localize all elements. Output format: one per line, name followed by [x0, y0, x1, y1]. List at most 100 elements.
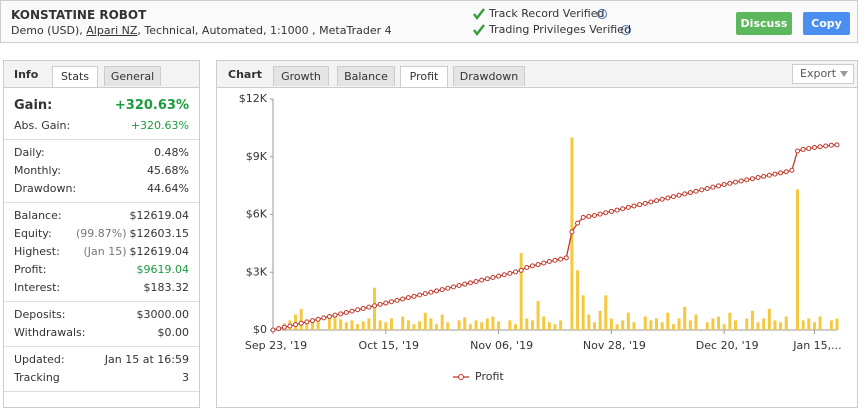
point [789, 167, 795, 173]
x-tick-label: Nov 28, '19 [583, 339, 646, 352]
stats-value: $12603.15 [129, 227, 190, 240]
x-tick-label: Dec 20, '19 [696, 339, 759, 352]
point [800, 146, 806, 152]
point [496, 273, 502, 279]
stats-row: Abs. Gain: +320.63% [14, 117, 189, 135]
point [642, 200, 648, 206]
y-tick-label: $0 [253, 323, 267, 336]
bar [457, 320, 461, 330]
point [287, 323, 293, 329]
point [372, 303, 378, 309]
stats-row: Tracking 3 [14, 369, 189, 387]
point [490, 274, 496, 280]
point [513, 269, 519, 275]
bar [485, 318, 489, 330]
stats-label: Updated: [14, 353, 65, 366]
point [811, 145, 817, 151]
bar [547, 322, 551, 330]
tab[interactable]: Profit [400, 66, 448, 87]
stats-label: Daily: [14, 146, 45, 159]
stats-tabbar: Info [4, 61, 199, 88]
stats-value-wrap: 44.64% [147, 180, 189, 198]
stats-note: (99.87%) [75, 227, 127, 240]
line [272, 144, 838, 331]
bar [373, 287, 377, 330]
bar [350, 320, 354, 330]
tab[interactable]: Growth [273, 66, 329, 86]
point [298, 320, 304, 326]
point [484, 276, 490, 282]
stats-label: Profit: [14, 263, 47, 276]
stats-label: Tracking [14, 371, 60, 384]
copy-button[interactable]: Copy [803, 12, 850, 35]
bar [310, 318, 314, 330]
bar [705, 322, 709, 330]
stats-label: Interest: [14, 281, 61, 294]
point [383, 300, 389, 306]
point [309, 318, 315, 324]
bar [525, 318, 529, 330]
bar [339, 319, 343, 330]
point [349, 308, 355, 314]
chart: $0 $3K $6K $9K $12K Sep 23, '19 Oct 15, '19 Nov… [239, 92, 842, 383]
export-button[interactable]: Export [792, 64, 854, 84]
point [603, 210, 609, 216]
stats-row: Profit: $9619.04 [14, 261, 189, 279]
stats-note: (Jan 15) [83, 245, 127, 258]
tab[interactable]: Stats [52, 66, 98, 87]
point [569, 229, 575, 235]
stats-value: $12619.04 [129, 209, 190, 222]
bar [491, 316, 495, 330]
bar [559, 320, 563, 330]
discuss-button[interactable]: Discuss [736, 12, 792, 35]
robot-title: KONSTATINE ROBOT [11, 8, 147, 22]
stats-row: Highest: (Jan 15) $12619.04 [14, 243, 189, 261]
bar [468, 324, 472, 330]
tab[interactable]: General [104, 66, 161, 86]
bar [604, 295, 608, 330]
bar [508, 320, 512, 330]
stats-group: Balance: $12619.04 Equity: (99.87%) $12603.1… [4, 203, 199, 302]
stats-group: Daily: 0.48% Monthly: 45.68% Drawdown: 44.64% [4, 140, 199, 203]
y-tick-label: $9K [246, 150, 268, 163]
broker-link[interactable]: Alpari NZ [86, 24, 138, 37]
subtitle-text: , Technical, Automated, 1:1000 , MetaTra… [137, 24, 392, 37]
bar [356, 324, 360, 330]
stats-value-wrap: Jan 15 at 16:59 [105, 351, 189, 369]
point [665, 195, 671, 201]
stats-value: 45.68% [147, 164, 189, 177]
tab[interactable]: Balance [337, 66, 395, 86]
point [755, 175, 761, 181]
point [721, 181, 727, 187]
help-icon[interactable] [621, 25, 631, 35]
help-icon[interactable] [597, 9, 607, 19]
point [614, 207, 620, 213]
tab[interactable]: Drawdown [453, 66, 525, 86]
stats-value-wrap: $183.32 [144, 279, 190, 297]
verified-text: Trading Privileges Verified [489, 23, 631, 36]
legend-label: Profit [475, 370, 504, 383]
subtitle: Demo (USD), Alpari NZ, Technical, Automa… [11, 24, 392, 37]
point [439, 287, 445, 293]
point [682, 191, 688, 197]
check-icon [473, 8, 485, 20]
help-glyph: ? [624, 27, 628, 35]
stats-row: Balance: $12619.04 [14, 207, 189, 225]
point [332, 312, 338, 318]
point [428, 289, 434, 295]
point [676, 192, 682, 198]
point [670, 194, 676, 200]
bar [553, 324, 557, 330]
stats-value-wrap: +320.63% [131, 117, 189, 135]
bar [412, 324, 416, 330]
bar [361, 321, 365, 330]
point [529, 263, 535, 269]
bar [344, 322, 348, 330]
point [608, 208, 614, 214]
bar [542, 316, 546, 330]
stats-value: $183.32 [143, 281, 190, 294]
bar [801, 320, 805, 330]
subtitle-text: Demo (USD), [11, 24, 87, 37]
stats-value: $12619.04 [129, 245, 190, 258]
bar [615, 324, 619, 330]
